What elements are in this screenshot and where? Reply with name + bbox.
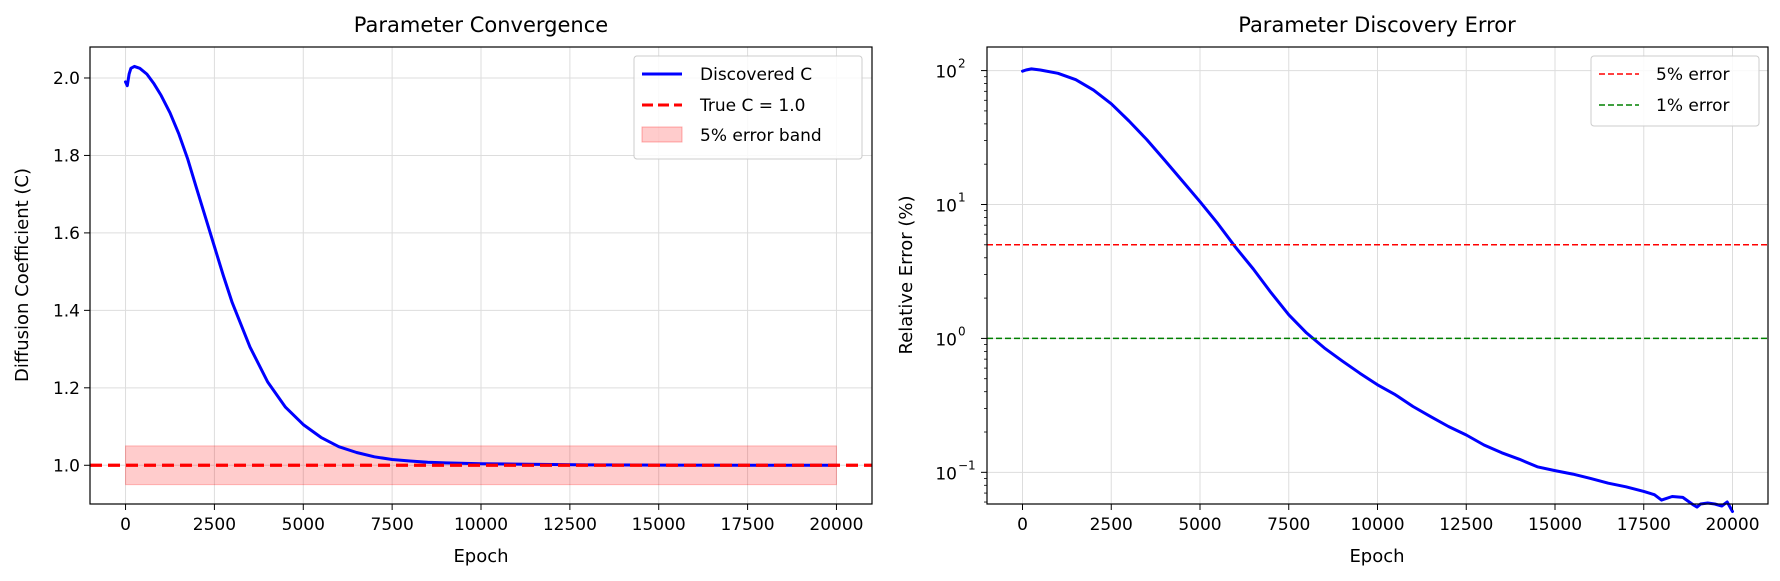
plot-lines — [90, 64, 872, 467]
x-tick-label: 10000 — [1350, 515, 1404, 535]
x-tick-label: 10000 — [454, 515, 508, 535]
y-tick-label: 2.0 — [53, 69, 80, 89]
y-tick-exponent: 0 — [958, 324, 966, 338]
legend-label-true-c: True C = 1.0 — [699, 96, 805, 116]
y-axis-label: Diffusion Coefficient (C) — [12, 168, 33, 382]
legend: Discovered C True C = 1.0 5% error band — [633, 55, 863, 160]
x-tick-label: 7500 — [371, 515, 414, 535]
x-tick-label: 20000 — [1705, 515, 1759, 535]
parameter-convergence-chart: Parameter Convergence 0 2500 5000 7500 10000… — [12, 13, 873, 567]
x-tick-label: 12500 — [543, 515, 597, 535]
x-tick-label: 5000 — [282, 515, 325, 535]
x-tick-label: 0 — [1017, 515, 1028, 535]
x-tick-label: 17500 — [721, 515, 775, 535]
x-tick-label: 15000 — [632, 515, 686, 535]
y-tick-label: 10 — [935, 464, 957, 484]
x-tick-label: 7500 — [1267, 515, 1310, 535]
x-tick-label: 20000 — [809, 515, 863, 535]
x-axis-ticks: 0 2500 5000 7500 10000 12500 15000 17500 20000 — [1017, 504, 1760, 535]
legend-label-1pct: 1% error — [1656, 96, 1730, 116]
y-tick-exponent: −1 — [958, 458, 976, 472]
chart-title: Parameter Convergence — [354, 13, 608, 37]
x-tick-label: 0 — [120, 515, 131, 535]
x-axis-label: Epoch — [1349, 546, 1404, 567]
x-tick-label: 17500 — [1617, 515, 1671, 535]
legend: 5% error 1% error — [1590, 55, 1760, 127]
legend-label-5pct: 5% error — [1656, 65, 1730, 85]
x-tick-label: 5000 — [1178, 515, 1221, 535]
x-tick-label: 2500 — [193, 515, 236, 535]
x-tick-label: 12500 — [1439, 515, 1493, 535]
y-tick-exponent: 2 — [958, 57, 966, 71]
x-axis-label: Epoch — [453, 546, 508, 567]
x-tick-label: 2500 — [1090, 515, 1133, 535]
plot-lines — [987, 67, 1768, 513]
y-tick-label: 10 — [935, 63, 957, 83]
legend-swatch-error-band — [641, 126, 683, 143]
y-tick-label: 10 — [935, 196, 957, 216]
legend-label-discovered-c: Discovered C — [700, 65, 812, 85]
parameter-discovery-error-chart: Parameter Discovery Error 0 2500 5000 7500 1… — [896, 13, 1769, 567]
y-axis-ticks: 1.0 1.2 1.4 1.6 1.8 2.0 — [53, 69, 90, 476]
y-axis-label: Relative Error (%) — [896, 195, 917, 354]
y-tick-label: 1.2 — [53, 379, 80, 399]
y-tick-label: 10 — [935, 330, 957, 350]
legend-box — [1590, 55, 1760, 127]
y-tick-exponent: 1 — [958, 190, 966, 204]
y-tick-label: 1.6 — [53, 224, 80, 244]
chart-title: Parameter Discovery Error — [1238, 13, 1516, 37]
x-axis-ticks: 0 2500 5000 7500 10000 12500 15000 17500 20000 — [120, 504, 864, 535]
legend-label-error-band: 5% error band — [700, 126, 822, 146]
series-line-relative-error — [1021, 67, 1734, 513]
legend-box — [633, 55, 863, 160]
y-tick-label: 1.4 — [53, 301, 80, 321]
y-tick-label: 1.8 — [53, 146, 80, 166]
x-tick-label: 15000 — [1528, 515, 1582, 535]
y-tick-label: 1.0 — [53, 456, 80, 476]
